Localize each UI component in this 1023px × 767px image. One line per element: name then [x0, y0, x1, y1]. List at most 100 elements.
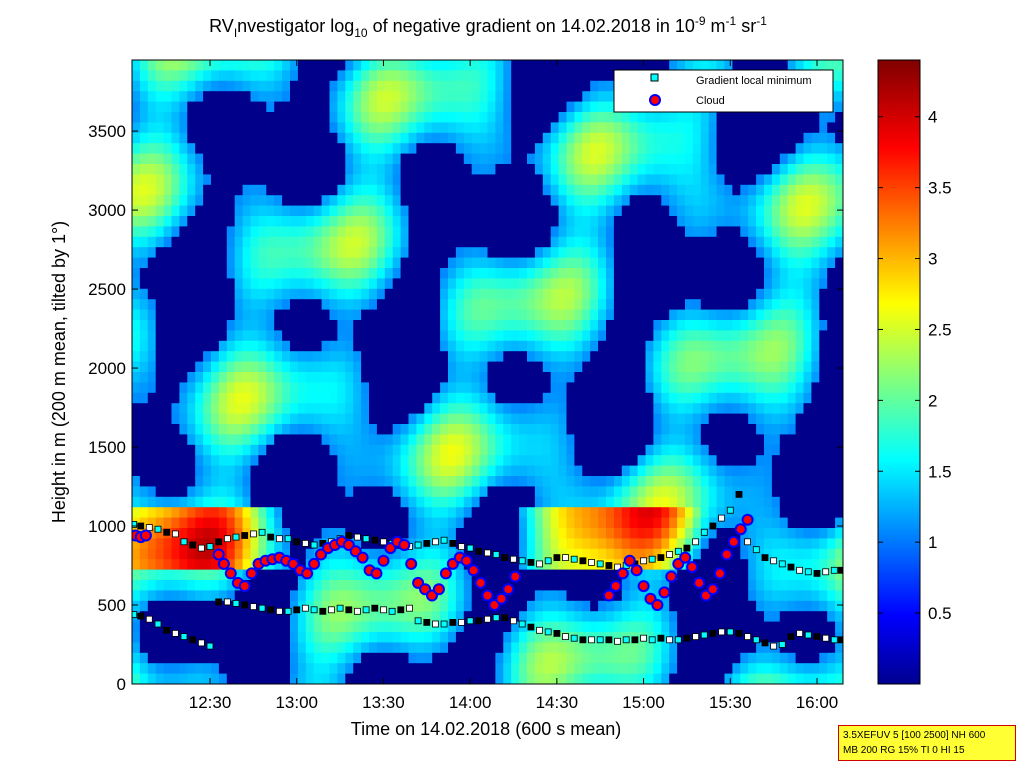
heat-cell — [582, 642, 591, 654]
heat-cell — [471, 174, 481, 186]
heat-cell — [606, 340, 615, 352]
heat-cell — [250, 60, 259, 71]
heat-cell — [305, 299, 315, 311]
heat-cell — [771, 351, 781, 363]
heat-cell — [163, 652, 173, 664]
heat-cell — [392, 580, 402, 591]
heat-cell — [400, 70, 410, 82]
heat-cell — [629, 372, 639, 383]
heat-cell — [756, 663, 765, 675]
heat-cell — [621, 465, 631, 477]
heat-cell — [740, 288, 749, 300]
heat-cell — [495, 101, 504, 113]
heat-cell — [226, 621, 236, 633]
heat-cell — [669, 621, 678, 633]
heat-cell — [653, 351, 662, 363]
heat-cell — [677, 205, 686, 217]
heat-cell — [455, 70, 465, 82]
heat-cell — [463, 496, 473, 508]
heat-cell — [258, 91, 267, 103]
heat-cell — [764, 538, 773, 550]
heat-cell — [448, 382, 457, 394]
heat-cell — [218, 424, 228, 435]
heat-cell — [171, 205, 180, 217]
heat-cell — [756, 122, 765, 134]
heat-cell — [732, 309, 741, 321]
heat-cell — [558, 486, 568, 498]
heat-cell — [258, 70, 267, 82]
heat-cell — [629, 538, 639, 550]
heat-cell — [756, 580, 765, 591]
heat-cell — [487, 642, 496, 654]
heat-cell — [724, 236, 733, 248]
heat-cell — [740, 174, 749, 186]
heat-cell — [740, 663, 749, 675]
heat-cell — [353, 486, 362, 498]
heat-cell — [440, 590, 449, 602]
heat-cell — [171, 590, 180, 602]
heat-cell — [519, 236, 528, 248]
heat-cell — [163, 465, 173, 477]
heat-cell — [455, 424, 465, 435]
heat-cell — [234, 122, 244, 134]
heat-cell — [226, 132, 236, 144]
heat-cell — [448, 600, 457, 612]
heat-cell — [242, 465, 252, 477]
heat-cell — [645, 278, 654, 290]
heat-cell — [503, 143, 512, 155]
heat-cell — [716, 236, 726, 248]
heat-cell — [297, 299, 307, 311]
heat-cell — [566, 309, 575, 321]
heat-cell — [764, 517, 773, 529]
heat-cell — [463, 403, 473, 415]
heat-cell — [779, 465, 789, 477]
heat-cell — [313, 101, 323, 113]
heat-cell — [171, 663, 180, 675]
heat-cell — [779, 528, 789, 539]
heat-cell — [487, 80, 496, 92]
heat-cell — [290, 372, 299, 383]
heat-cell — [692, 320, 702, 331]
heat-cell — [242, 517, 252, 529]
heat-cell — [353, 247, 362, 259]
heat-cell — [329, 569, 338, 581]
heat-cell — [337, 80, 346, 92]
heat-cell — [519, 112, 528, 123]
heat-cell — [313, 673, 323, 684]
heat-cell — [708, 403, 718, 415]
heat-cell — [716, 60, 726, 71]
heat-cell — [400, 434, 410, 446]
heat-cell — [566, 663, 575, 675]
heat-cell — [321, 143, 331, 155]
heat-cell — [163, 268, 173, 279]
heat-cell — [345, 580, 354, 591]
heat-cell — [677, 642, 686, 654]
heat-cell — [416, 101, 425, 113]
heat-cell — [400, 153, 410, 165]
heat-cell — [171, 278, 180, 290]
heat-cell — [432, 174, 441, 186]
heat-cell — [558, 476, 568, 487]
heat-cell — [621, 611, 631, 623]
heat-cell — [471, 205, 481, 217]
heat-cell — [369, 320, 378, 331]
heat-cell — [369, 143, 378, 155]
heat-cell — [448, 143, 457, 155]
heat-cell — [534, 278, 544, 290]
heat-cell — [234, 299, 244, 311]
heat-cell — [321, 60, 331, 71]
heat-cell — [487, 268, 496, 279]
heat-cell — [139, 382, 149, 394]
heat-cell — [179, 424, 188, 435]
heat-cell — [376, 476, 386, 487]
heat-cell — [558, 507, 568, 519]
heat-cell — [550, 486, 560, 498]
heat-cell — [606, 299, 615, 311]
heat-cell — [669, 216, 678, 227]
heat-cell — [677, 122, 686, 134]
heat-cell — [621, 652, 631, 664]
heat-cell — [661, 361, 670, 373]
heat-cell — [384, 80, 394, 92]
heat-cell — [400, 122, 410, 134]
heat-cell — [574, 569, 583, 581]
